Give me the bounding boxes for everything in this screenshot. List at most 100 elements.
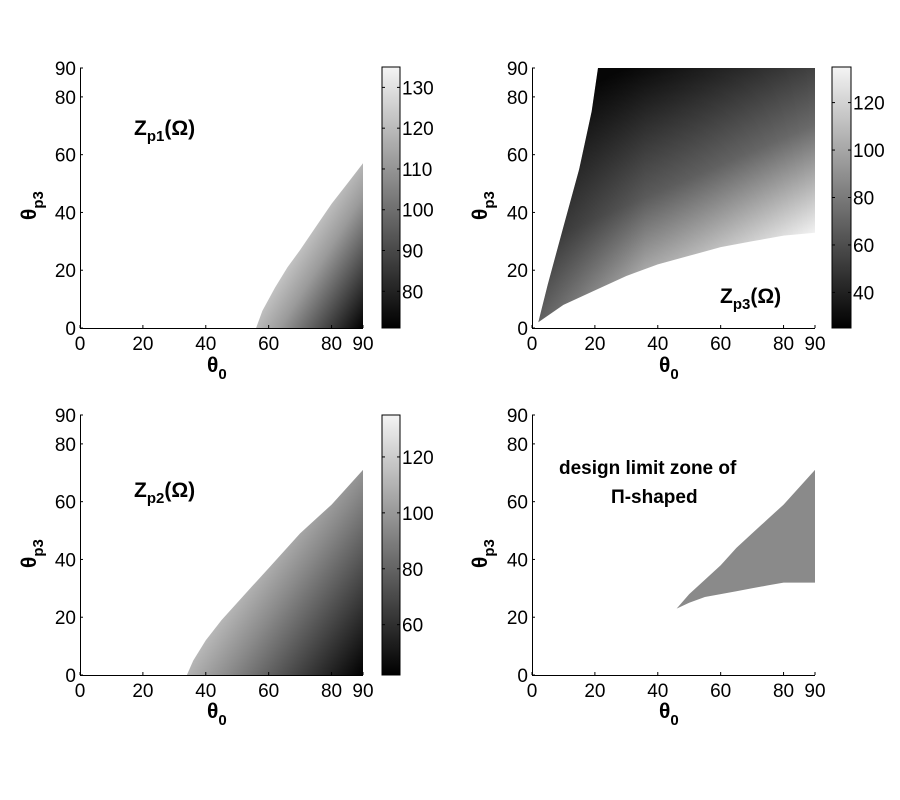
zp3-colorbar-ticks: 40 60 80 100 120 bbox=[832, 94, 885, 304]
y-tick-label: 0 bbox=[65, 319, 76, 340]
x-tick-label: 0 bbox=[527, 334, 538, 355]
zp3-region bbox=[538, 68, 815, 323]
zp3-xlabel: θ0 bbox=[659, 354, 679, 383]
design-limit-annotation-line2: Π-shaped bbox=[611, 487, 698, 508]
colorbar-tick-label: 100 bbox=[853, 141, 885, 162]
x-tick-label: 20 bbox=[132, 681, 153, 702]
colorbar-tick-label: 120 bbox=[402, 448, 434, 469]
y-tick-label: 60 bbox=[55, 493, 76, 514]
y-tick-label: 80 bbox=[55, 88, 76, 109]
y-tick-label: 0 bbox=[517, 319, 528, 340]
colorbar-tick-label: 120 bbox=[402, 119, 434, 140]
x-tick-label: 90 bbox=[804, 334, 825, 355]
y-tick-label: 0 bbox=[65, 666, 76, 687]
x-tick-label: 20 bbox=[584, 681, 605, 702]
zp2-ylabel: θp3 bbox=[18, 539, 47, 568]
zp2-ticks: 0 20 40 60 80 90 0 20 40 60 80 90 bbox=[55, 406, 374, 702]
design-limit-ticks: 0 20 40 60 80 90 0 20 40 60 80 90 bbox=[507, 406, 826, 702]
colorbar-tick-label: 120 bbox=[853, 94, 885, 115]
colorbar-tick-label: 100 bbox=[402, 504, 434, 525]
colorbar-tick-label: 110 bbox=[402, 160, 432, 181]
zp3-region-shade bbox=[538, 68, 815, 323]
colorbar-tick-label: 40 bbox=[853, 283, 874, 304]
zp2-annotation: Zp2(Ω) bbox=[134, 479, 195, 507]
design-limit-annotation-line1: design limit zone of bbox=[559, 458, 737, 479]
design-limit-xlabel: θ0 bbox=[659, 700, 679, 729]
plot-zp1: 0 20 40 60 80 90 0 20 40 60 80 90 Zp1(Ω) θ0 θp3 80 9… bbox=[18, 59, 434, 383]
y-tick-label: 0 bbox=[517, 666, 528, 687]
y-tick-label: 80 bbox=[55, 435, 76, 456]
x-tick-label: 20 bbox=[132, 334, 153, 355]
zp1-ylabel: θp3 bbox=[18, 191, 47, 220]
x-tick-label: 60 bbox=[258, 334, 279, 355]
x-tick-label: 60 bbox=[258, 681, 279, 702]
x-tick-label: 90 bbox=[352, 334, 373, 355]
zp1-annotation: Zp1(Ω) bbox=[134, 117, 195, 145]
y-tick-label: 40 bbox=[507, 203, 528, 224]
plot-zp3: 0 20 40 60 80 90 0 20 40 60 80 90 Zp3(Ω) θ0 θp3 40 6… bbox=[469, 59, 885, 383]
zp2-colorbar-ticks: 60 80 100 120 bbox=[382, 448, 434, 637]
colorbar-tick-label: 60 bbox=[853, 236, 874, 257]
y-tick-label: 80 bbox=[507, 435, 528, 456]
x-tick-label: 0 bbox=[75, 334, 86, 355]
x-tick-label: 20 bbox=[584, 334, 605, 355]
colorbar-tick-label: 130 bbox=[402, 78, 434, 99]
y-tick-label: 20 bbox=[507, 608, 528, 629]
x-tick-label: 40 bbox=[647, 334, 668, 355]
x-tick-label: 40 bbox=[647, 681, 668, 702]
plot-design-limit: 0 20 40 60 80 90 0 20 40 60 80 90 design limit zone… bbox=[469, 406, 826, 729]
design-limit-ylabel: θp3 bbox=[469, 539, 498, 568]
design-limit-axes bbox=[532, 415, 815, 676]
x-tick-label: 40 bbox=[195, 334, 216, 355]
zp1-region bbox=[256, 163, 363, 328]
zp3-annotation: Zp3(Ω) bbox=[720, 285, 781, 313]
y-tick-label: 40 bbox=[55, 203, 76, 224]
zp1-colorbar bbox=[381, 66, 401, 329]
zp1-colorbar-ticks: 80 90 100 110 120 130 bbox=[382, 78, 434, 303]
colorbar-tick-label: 60 bbox=[402, 616, 423, 637]
colorbar-tick-label: 100 bbox=[402, 201, 434, 222]
x-tick-label: 80 bbox=[321, 681, 342, 702]
zp2-colorbar bbox=[381, 414, 401, 676]
colorbar-tick-label: 80 bbox=[402, 282, 423, 303]
x-tick-label: 60 bbox=[710, 334, 731, 355]
x-tick-label: 0 bbox=[75, 681, 86, 702]
x-tick-label: 0 bbox=[527, 681, 538, 702]
design-limit-region bbox=[676, 469, 815, 609]
colorbar-tick-label: 80 bbox=[402, 560, 423, 581]
y-tick-label: 80 bbox=[507, 88, 528, 109]
y-tick-label: 40 bbox=[55, 550, 76, 571]
zp2-region bbox=[186, 469, 363, 675]
zp2-xlabel: θ0 bbox=[207, 700, 227, 729]
x-tick-label: 80 bbox=[773, 681, 794, 702]
zp1-ticks: 0 20 40 60 80 90 0 20 40 60 80 90 bbox=[55, 59, 374, 355]
colorbar-tick-label: 80 bbox=[853, 189, 874, 210]
y-tick-label: 60 bbox=[55, 146, 76, 167]
x-tick-label: 80 bbox=[773, 334, 794, 355]
y-tick-label: 90 bbox=[507, 406, 528, 427]
zp3-ylabel: θp3 bbox=[469, 191, 498, 220]
zp3-axes bbox=[532, 68, 815, 329]
plot-zp2: 0 20 40 60 80 90 0 20 40 60 80 90 Zp2(Ω) θ0 θp3 60 8… bbox=[18, 406, 434, 729]
zp3-colorbar bbox=[831, 66, 852, 329]
x-tick-label: 60 bbox=[710, 681, 731, 702]
y-tick-label: 40 bbox=[507, 550, 528, 571]
x-tick-label: 80 bbox=[321, 334, 342, 355]
colorbar-tick-label: 90 bbox=[402, 242, 423, 263]
y-tick-label: 20 bbox=[55, 608, 76, 629]
zp1-axes bbox=[80, 68, 363, 329]
y-tick-label: 90 bbox=[507, 59, 528, 80]
y-tick-label: 90 bbox=[55, 59, 76, 80]
zp3-ticks: 0 20 40 60 80 90 0 20 40 60 80 90 bbox=[507, 59, 826, 355]
y-tick-label: 20 bbox=[55, 261, 76, 282]
y-tick-label: 60 bbox=[507, 146, 528, 167]
zp1-xlabel: θ0 bbox=[207, 354, 227, 383]
x-tick-label: 90 bbox=[804, 681, 825, 702]
x-tick-label: 90 bbox=[352, 681, 373, 702]
y-tick-label: 90 bbox=[55, 406, 76, 427]
y-tick-label: 20 bbox=[507, 261, 528, 282]
x-tick-label: 40 bbox=[195, 681, 216, 702]
y-tick-label: 60 bbox=[507, 493, 528, 514]
zp2-axes bbox=[80, 415, 363, 676]
